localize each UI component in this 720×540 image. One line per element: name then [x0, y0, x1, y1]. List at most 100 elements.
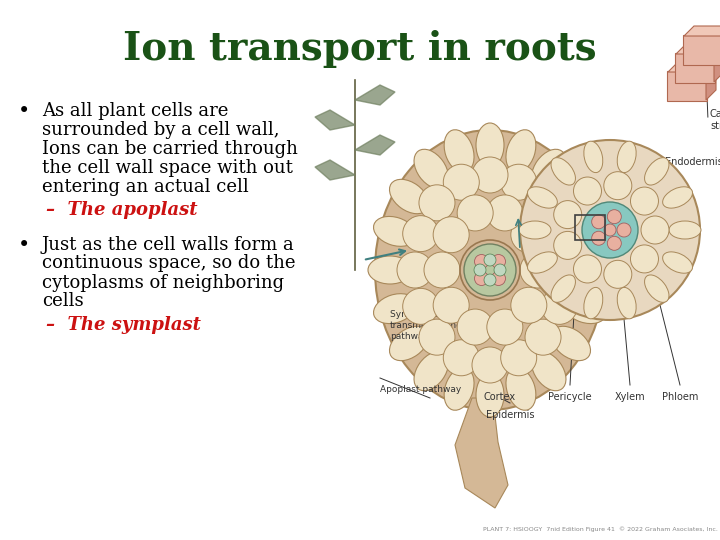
Polygon shape: [684, 26, 720, 36]
Ellipse shape: [419, 319, 455, 355]
Ellipse shape: [444, 340, 480, 376]
Ellipse shape: [631, 245, 659, 273]
Polygon shape: [676, 44, 720, 54]
Circle shape: [464, 244, 516, 296]
Ellipse shape: [568, 256, 612, 284]
Text: –  The symplast: – The symplast: [46, 315, 201, 334]
Text: the cell wall space with out: the cell wall space with out: [42, 159, 293, 177]
Ellipse shape: [617, 141, 636, 173]
Ellipse shape: [519, 221, 551, 239]
Ellipse shape: [528, 252, 557, 273]
Ellipse shape: [574, 177, 601, 205]
Circle shape: [520, 140, 700, 320]
Ellipse shape: [525, 319, 561, 355]
Ellipse shape: [669, 221, 701, 239]
Text: surrounded by a cell wall,: surrounded by a cell wall,: [42, 121, 279, 139]
Polygon shape: [668, 62, 716, 72]
Ellipse shape: [551, 275, 575, 302]
Ellipse shape: [433, 217, 469, 253]
Ellipse shape: [604, 260, 632, 288]
Ellipse shape: [402, 215, 438, 252]
Polygon shape: [714, 44, 720, 82]
Polygon shape: [355, 85, 395, 105]
Ellipse shape: [662, 252, 693, 273]
FancyBboxPatch shape: [667, 71, 707, 101]
Ellipse shape: [500, 340, 536, 376]
Text: cytoplasms of neighboring: cytoplasms of neighboring: [42, 273, 284, 292]
Ellipse shape: [457, 195, 493, 231]
Ellipse shape: [487, 195, 523, 231]
Ellipse shape: [390, 326, 428, 361]
Ellipse shape: [474, 264, 486, 276]
Ellipse shape: [506, 368, 536, 410]
Ellipse shape: [487, 309, 523, 345]
Ellipse shape: [584, 141, 603, 173]
Ellipse shape: [564, 294, 606, 323]
Text: Ion transport in roots: Ion transport in roots: [123, 30, 597, 68]
Ellipse shape: [520, 252, 556, 288]
Polygon shape: [355, 135, 395, 155]
Ellipse shape: [552, 326, 590, 361]
Ellipse shape: [528, 187, 557, 208]
Ellipse shape: [414, 352, 449, 391]
Ellipse shape: [644, 275, 669, 302]
Ellipse shape: [547, 252, 583, 288]
Ellipse shape: [608, 237, 621, 251]
Ellipse shape: [444, 368, 474, 410]
Ellipse shape: [472, 157, 508, 193]
Polygon shape: [315, 110, 355, 130]
Ellipse shape: [506, 130, 536, 172]
Ellipse shape: [631, 187, 659, 215]
Text: •: •: [18, 235, 30, 254]
Ellipse shape: [510, 287, 546, 323]
Text: Pericycle: Pericycle: [548, 392, 592, 402]
Ellipse shape: [368, 256, 412, 284]
Ellipse shape: [474, 254, 488, 268]
Text: Just as the cell walls form a: Just as the cell walls form a: [42, 235, 294, 253]
Ellipse shape: [608, 210, 621, 224]
Ellipse shape: [494, 264, 506, 276]
Ellipse shape: [472, 347, 508, 383]
Text: Epidermis: Epidermis: [486, 410, 534, 420]
Ellipse shape: [474, 272, 488, 286]
Ellipse shape: [444, 130, 474, 172]
Ellipse shape: [644, 158, 669, 185]
Text: Casparian
strip: Casparian strip: [710, 109, 720, 131]
Polygon shape: [315, 160, 355, 180]
Ellipse shape: [541, 288, 577, 325]
Ellipse shape: [554, 232, 582, 259]
Ellipse shape: [592, 231, 606, 245]
Text: Phloem: Phloem: [662, 392, 698, 402]
Ellipse shape: [662, 187, 693, 208]
Text: continuous space, so do the: continuous space, so do the: [42, 254, 295, 273]
Text: entering an actual cell: entering an actual cell: [42, 178, 248, 196]
Ellipse shape: [374, 217, 416, 246]
Ellipse shape: [500, 164, 536, 200]
Ellipse shape: [424, 252, 460, 288]
Text: Symplastic and
transmembrane
pathways: Symplastic and transmembrane pathways: [390, 310, 463, 341]
Ellipse shape: [641, 216, 669, 244]
Ellipse shape: [444, 164, 480, 200]
Polygon shape: [706, 62, 716, 100]
Text: PLANT 7: HSIOOGY  7nid Edition Figure 41  © 2022 Graham Asociates, Inc.: PLANT 7: HSIOOGY 7nid Edition Figure 41 …: [483, 526, 718, 532]
Text: cells: cells: [42, 293, 84, 310]
Text: •: •: [18, 102, 30, 121]
Text: Ions can be carried through: Ions can be carried through: [42, 140, 298, 158]
Ellipse shape: [397, 252, 433, 288]
FancyBboxPatch shape: [675, 53, 715, 83]
Ellipse shape: [484, 254, 496, 266]
Ellipse shape: [402, 288, 438, 325]
Ellipse shape: [374, 294, 416, 323]
Text: As all plant cells are: As all plant cells are: [42, 102, 228, 120]
Ellipse shape: [531, 149, 566, 188]
Ellipse shape: [551, 158, 575, 185]
Ellipse shape: [584, 287, 603, 319]
Ellipse shape: [457, 309, 493, 345]
Ellipse shape: [433, 287, 469, 323]
Ellipse shape: [510, 217, 546, 253]
Ellipse shape: [617, 287, 636, 319]
Ellipse shape: [419, 185, 455, 221]
Ellipse shape: [414, 149, 449, 188]
FancyBboxPatch shape: [683, 35, 720, 65]
Ellipse shape: [390, 179, 428, 214]
